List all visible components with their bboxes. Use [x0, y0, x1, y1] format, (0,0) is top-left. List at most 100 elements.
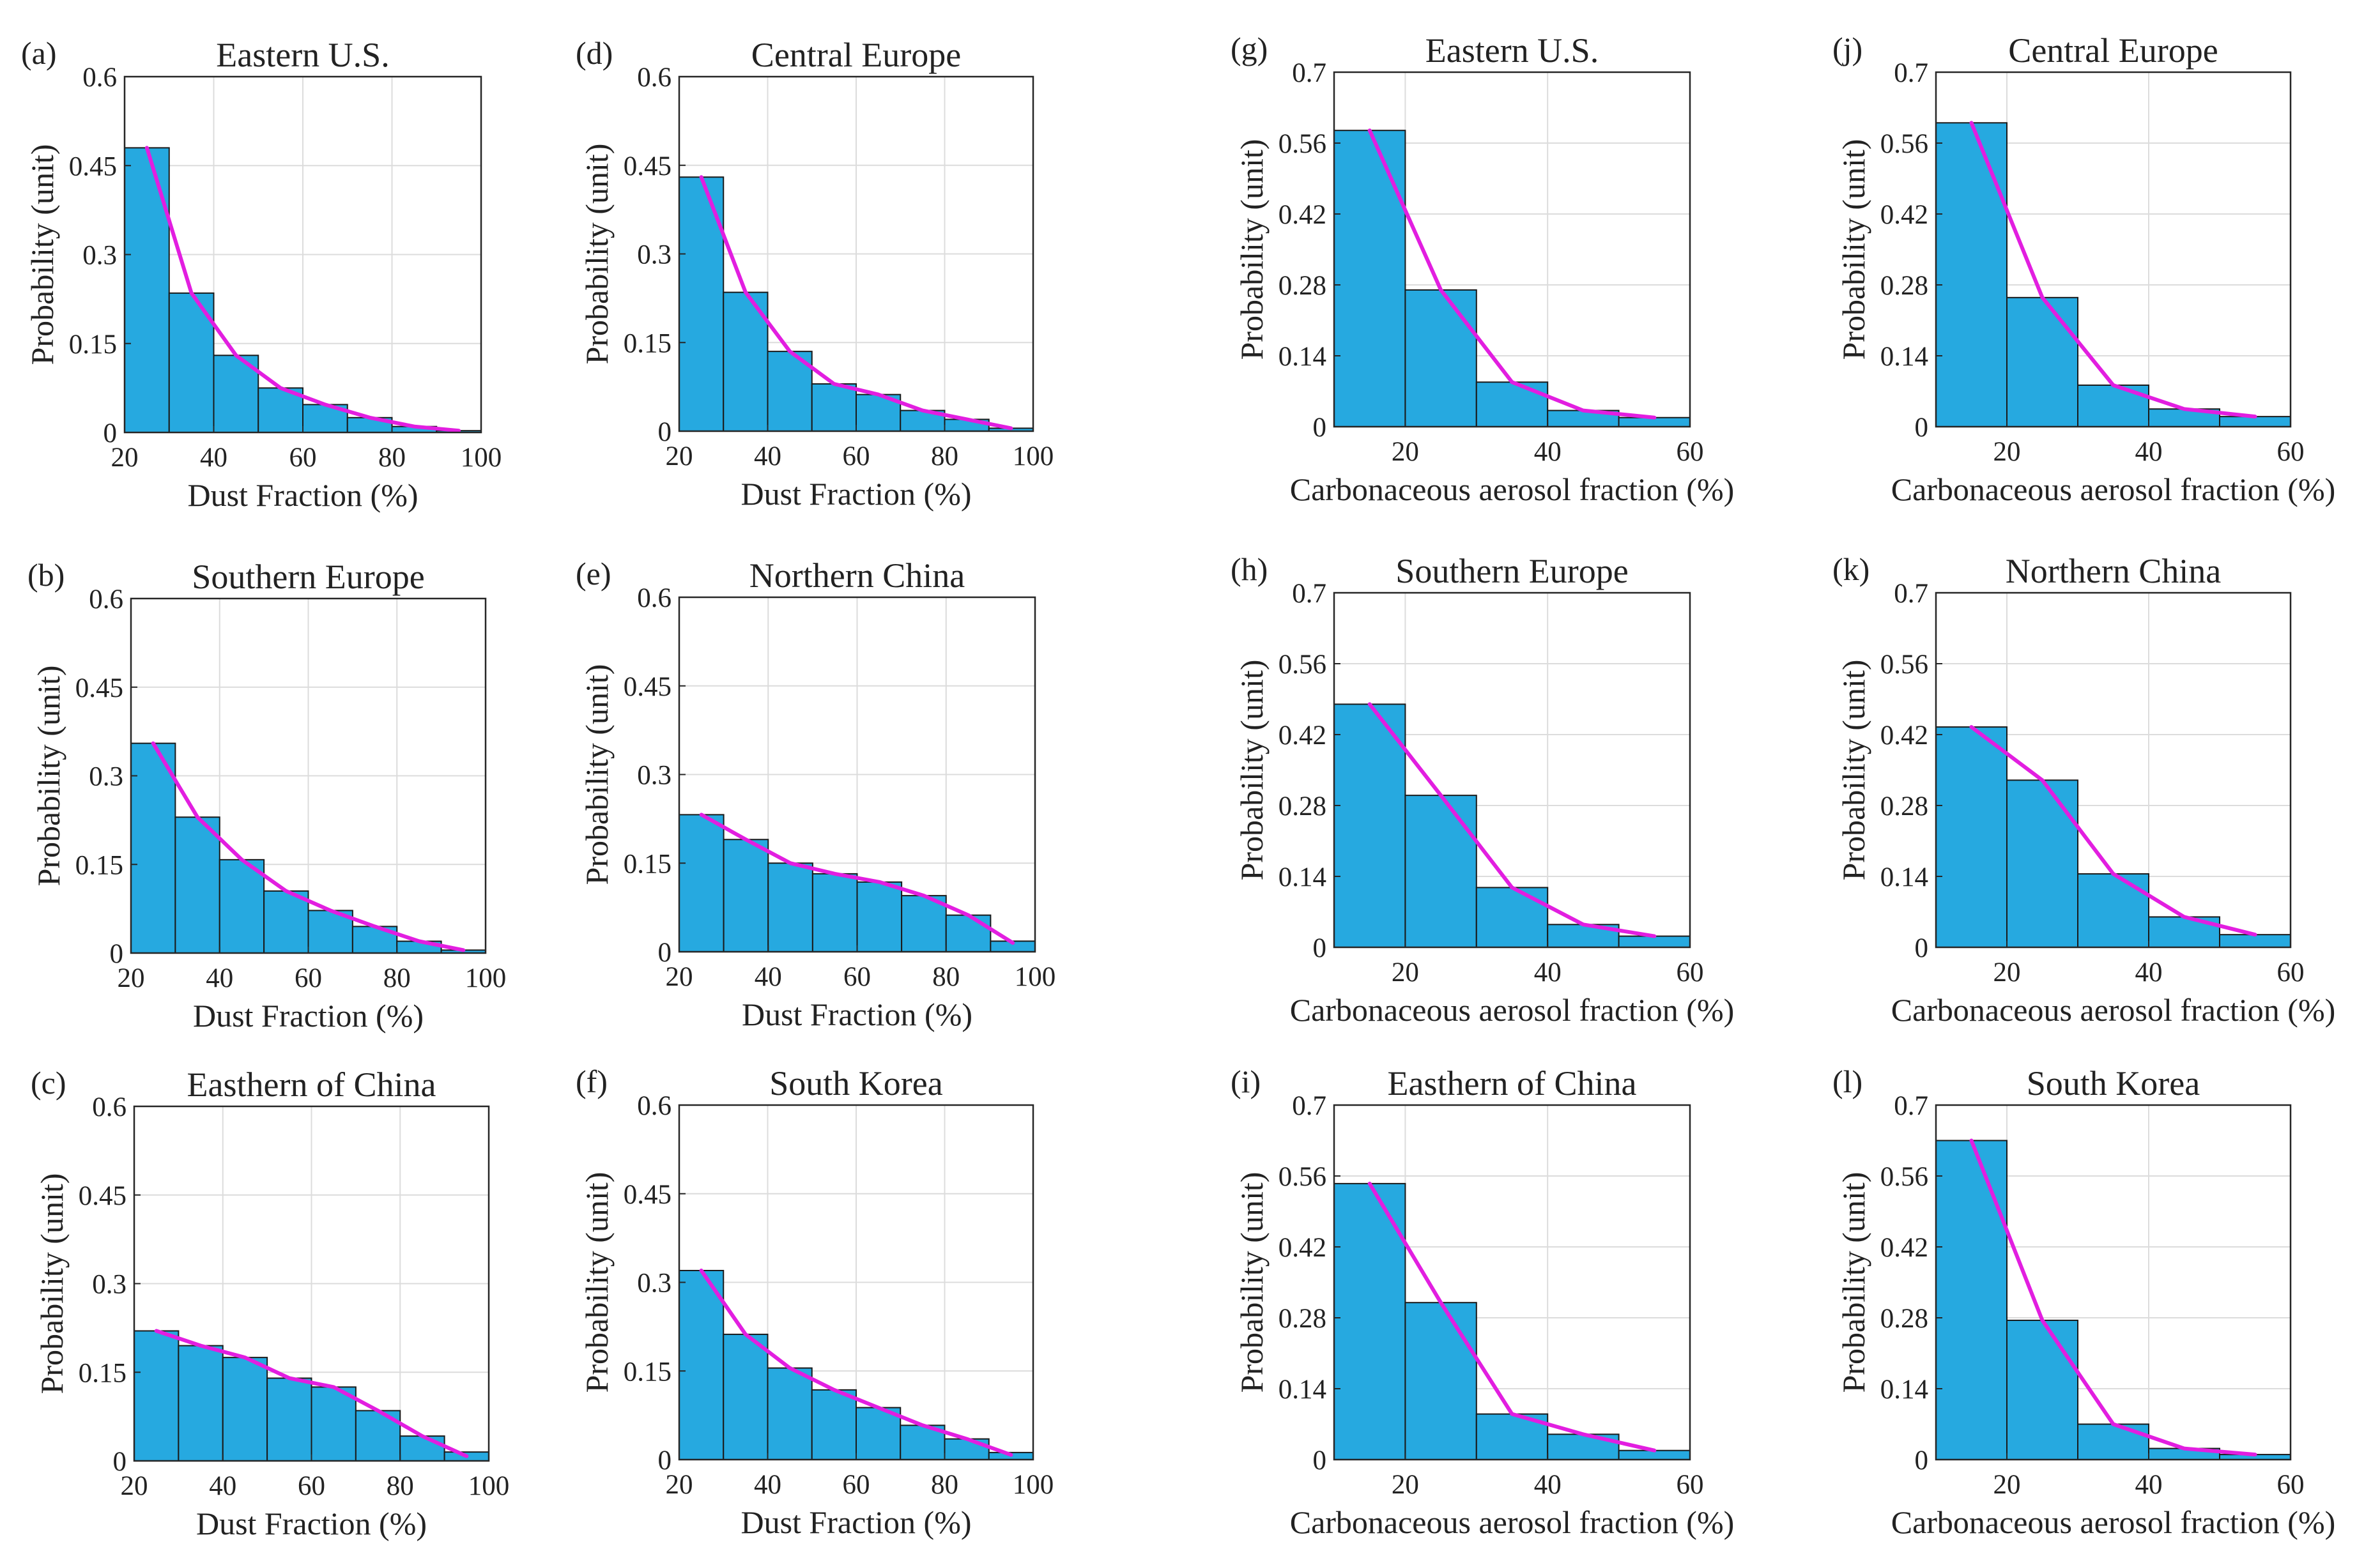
y-tick-label: 0.3	[82, 241, 117, 271]
x-tick-label: 60	[298, 1471, 325, 1501]
histogram-bar	[174, 816, 220, 954]
y-tick-label: 0.14	[1880, 862, 1928, 892]
histogram-bar	[1333, 703, 1406, 949]
histogram-bar	[811, 873, 858, 953]
y-axis-label: Probability (unit)	[1234, 139, 1270, 360]
y-axis-label: Probability (unit)	[1234, 660, 1270, 881]
panel-label: (g)	[1231, 31, 1268, 66]
histogram-bar	[1404, 1302, 1477, 1460]
x-tick-label: 40	[754, 441, 781, 471]
x-tick-label: 40	[1534, 958, 1562, 988]
x-axis-label: Dust Fraction (%)	[742, 996, 972, 1032]
histogram-bar	[1935, 726, 2008, 949]
y-axis-label: Probability (unit)	[579, 144, 615, 365]
axes-frame	[1333, 1104, 1691, 1461]
panel-label: (j)	[1832, 31, 1862, 66]
chart-title: Southern Europe	[192, 558, 424, 596]
histogram-bar	[1475, 381, 1549, 428]
y-tick-label: 0.3	[89, 762, 123, 792]
panel-g: 0 0.14 0.28 0.42 0.56 0.7 20 40 60 Eastern U.S. (g…	[1231, 31, 1734, 507]
histogram-bar	[1935, 122, 2008, 428]
y-tick-label: 0	[658, 417, 672, 447]
y-tick-label: 0.42	[1278, 200, 1326, 230]
panel-d: 0 0.15 0.3 0.45 0.6 20 40 60 80 100 Central Europe…	[576, 35, 1054, 512]
fit-curve	[1367, 702, 1657, 938]
y-tick-label: 0.15	[624, 1357, 672, 1387]
histogram-bar	[856, 881, 903, 952]
y-tick-label: 0.28	[1880, 1304, 1928, 1334]
x-tick-label: 100	[1015, 962, 1056, 992]
chart-title: Central Europe	[2008, 31, 2218, 70]
histogram-bar	[219, 859, 265, 954]
chart-title: Southern Europe	[1395, 552, 1628, 590]
y-tick-label: 0.28	[1880, 271, 1928, 301]
fit-curve	[1367, 1181, 1657, 1453]
x-tick-label: 100	[1013, 441, 1054, 471]
histogram-bar	[124, 147, 170, 433]
x-tick-label: 80	[932, 962, 960, 992]
chart-title: South Korea	[2027, 1064, 2200, 1103]
histogram-bar	[1547, 924, 1620, 948]
x-axis-label: Carbonaceous aerosol fraction (%)	[1891, 471, 2336, 507]
y-tick-label: 0.7	[1292, 1091, 1326, 1121]
y-tick-label: 0.42	[1880, 1233, 1928, 1263]
x-axis-label: Dust Fraction (%)	[741, 1504, 971, 1540]
histogram-bar	[263, 890, 309, 954]
panel-label: (b)	[27, 557, 65, 593]
y-tick-label: 0.7	[1894, 58, 1928, 88]
histogram-bar	[134, 1330, 180, 1462]
y-tick-label: 0.7	[1894, 1091, 1928, 1121]
histogram-bar	[767, 862, 813, 952]
histogram-bar	[2006, 296, 2078, 428]
panel-i: 0 0.14 0.28 0.42 0.56 0.7 20 40 60 Easthern of Ch…	[1231, 1064, 1734, 1540]
y-tick-label: 0.7	[1894, 579, 1928, 609]
fit-curve	[144, 146, 461, 433]
y-tick-label: 0.14	[1278, 1375, 1326, 1405]
y-tick-label: 0	[658, 1446, 672, 1476]
x-tick-label: 60	[1677, 958, 1704, 988]
panel-k: 0 0.14 0.28 0.42 0.56 0.7 20 40 60 Northern China…	[1832, 551, 2335, 1028]
x-axis-label: Carbonaceous aerosol fraction (%)	[1290, 992, 1735, 1028]
x-tick-label: 20	[1392, 958, 1419, 988]
y-tick-label: 0.6	[637, 1091, 672, 1121]
y-tick-label: 0.7	[1292, 58, 1326, 88]
histogram-bar	[1935, 1140, 2008, 1460]
y-tick-label: 0.15	[79, 1358, 127, 1388]
histogram-bar	[2006, 779, 2078, 949]
histogram-bar	[399, 1435, 445, 1462]
panel-l: 0 0.14 0.28 0.42 0.56 0.7 20 40 60 South Korea (l)…	[1832, 1064, 2335, 1540]
x-tick-label: 40	[754, 1470, 781, 1500]
x-tick-label: 40	[209, 1471, 236, 1501]
histogram-bar	[222, 1357, 268, 1462]
x-tick-label: 100	[468, 1471, 510, 1501]
x-tick-label: 20	[118, 963, 145, 993]
y-axis-label: Probability (unit)	[579, 1172, 615, 1393]
x-axis-label: Carbonaceous aerosol fraction (%)	[1290, 471, 1735, 507]
x-tick-label: 40	[1534, 1470, 1562, 1500]
y-tick-label: 0.45	[79, 1181, 127, 1211]
y-axis-label: Probability (unit)	[24, 144, 60, 365]
panel-b: 0 0.15 0.3 0.45 0.6 20 40 60 80 100 Southern Europ…	[27, 557, 506, 1034]
panel-label: (l)	[1832, 1064, 1862, 1099]
y-tick-label: 0.56	[1278, 129, 1326, 159]
panel-label: (d)	[576, 35, 613, 71]
x-tick-label: 80	[931, 441, 958, 471]
y-tick-label: 0.3	[637, 240, 672, 270]
panel-label: (k)	[1832, 551, 1869, 587]
fit-curve	[154, 1329, 469, 1458]
y-tick-label: 0	[104, 418, 118, 448]
x-tick-label: 60	[1677, 437, 1704, 467]
histogram-bar	[945, 914, 992, 953]
x-tick-label: 20	[666, 1470, 693, 1500]
chart-title: Northern China	[749, 556, 965, 595]
fit-curve	[699, 813, 1015, 945]
histogram-bar	[723, 839, 769, 952]
y-tick-label: 0.56	[1278, 1162, 1326, 1192]
x-tick-label: 60	[295, 963, 322, 993]
y-tick-label: 0.6	[82, 63, 117, 93]
x-tick-label: 80	[387, 1471, 414, 1501]
x-axis-label: Dust Fraction (%)	[741, 476, 971, 512]
axes-frame	[1333, 71, 1691, 428]
y-tick-label: 0.6	[89, 584, 123, 615]
y-tick-label: 0.56	[1880, 1162, 1928, 1192]
